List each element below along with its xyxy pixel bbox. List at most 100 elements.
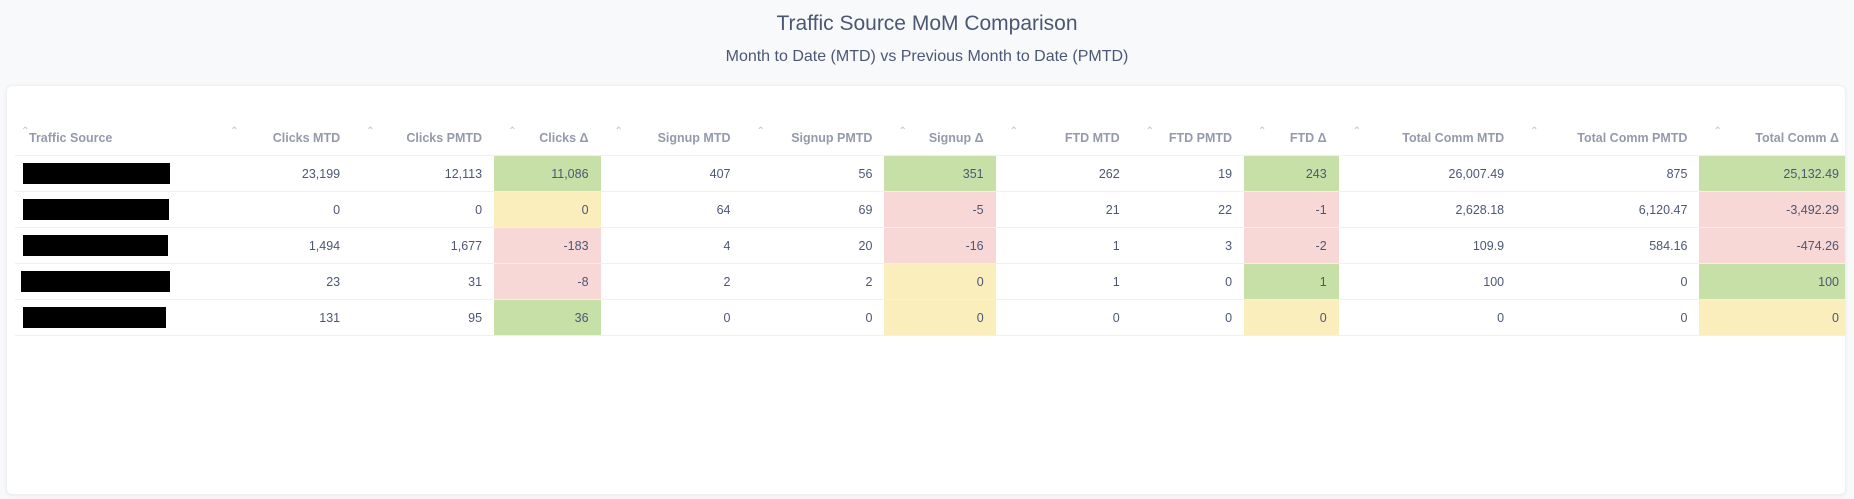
column-header-clicks-delta[interactable]: ⌃ Clicks Δ <box>494 120 601 156</box>
column-header-signup-delta[interactable]: ⌃ Signup Δ <box>884 120 996 156</box>
sort-arrow-icon: ⌃ <box>756 126 765 137</box>
column-header-label: Total Comm PMTD <box>1577 130 1688 145</box>
signup-mtd-cell: 2 <box>600 263 743 300</box>
total-comm-pmtd-cell: 875 <box>1516 155 1700 192</box>
column-header-total-comm-mtd[interactable]: ⌃ Total Comm MTD <box>1338 120 1517 156</box>
total-comm-mtd-cell: 0 <box>1338 299 1517 336</box>
clicks-pmtd-cell: 95 <box>352 299 495 336</box>
signup-mtd-cell: 0 <box>600 299 743 336</box>
total-comm-mtd-cell: 26,007.49 <box>1338 155 1517 192</box>
column-header-ftd-pmtd[interactable]: ⌃ FTD PMTD <box>1131 120 1245 156</box>
signup-pmtd-cell: 0 <box>742 299 885 336</box>
column-header-label: Signup PMTD <box>791 130 873 145</box>
ftd-mtd-cell: 1 <box>995 263 1132 300</box>
clicks-mtd-cell: 1,494 <box>216 227 353 264</box>
signup-pmtd-cell: 20 <box>742 227 885 264</box>
total-comm-pmtd-cell: 0 <box>1516 263 1700 300</box>
column-header-label: Clicks Δ <box>539 130 589 145</box>
sort-arrow-icon: ⌃ <box>230 126 239 137</box>
total-comm-delta-cell: -474.26 <box>1699 227 1845 264</box>
column-header-traffic-source[interactable]: ⌃ Traffic Source <box>15 120 217 156</box>
total-comm-pmtd-cell: 0 <box>1516 299 1700 336</box>
column-header-ftd-delta[interactable]: ⌃ FTD Δ <box>1244 120 1339 156</box>
column-header-clicks-mtd[interactable]: ⌃ Clicks MTD <box>216 120 353 156</box>
traffic-source-cell <box>15 155 217 192</box>
clicks-pmtd-cell: 0 <box>352 191 495 228</box>
column-header-clicks-pmtd[interactable]: ⌃ Clicks PMTD <box>352 120 495 156</box>
signup-delta-cell: -5 <box>884 191 996 228</box>
total-comm-delta-cell: 100 <box>1699 263 1845 300</box>
ftd-mtd-cell: 21 <box>995 191 1132 228</box>
sort-arrow-icon: ⌃ <box>1713 126 1722 137</box>
column-header-total-comm-pmtd[interactable]: ⌃ Total Comm PMTD <box>1516 120 1700 156</box>
clicks-mtd-cell: 0 <box>216 191 353 228</box>
signup-delta-cell: -16 <box>884 227 996 264</box>
redacted-traffic-source <box>23 235 168 256</box>
clicks-delta-cell: -183 <box>494 227 601 264</box>
ftd-pmtd-cell: 22 <box>1131 191 1245 228</box>
ftd-delta-cell: 243 <box>1244 155 1339 192</box>
column-header-label: Signup MTD <box>657 130 731 145</box>
dashboard-header: Traffic Source MoM Comparison Month to D… <box>0 0 1854 84</box>
column-header-signup-pmtd[interactable]: ⌃ Signup PMTD <box>742 120 885 156</box>
ftd-delta-cell: 0 <box>1244 299 1339 336</box>
column-header-label: Clicks MTD <box>272 130 341 145</box>
signup-delta-cell: 351 <box>884 155 996 192</box>
signup-mtd-cell: 4 <box>600 227 743 264</box>
ftd-delta-cell: -1 <box>1244 191 1339 228</box>
ftd-pmtd-cell: 0 <box>1131 263 1245 300</box>
sort-arrow-icon: ⌃ <box>508 126 517 137</box>
total-comm-mtd-cell: 2,628.18 <box>1338 191 1517 228</box>
sort-arrow-icon: ⌃ <box>1352 126 1362 137</box>
table-row: 131 95 36 0 0 0 0 0 0 0 0 0 <box>15 299 1845 336</box>
sort-arrow-icon: ⌃ <box>1258 126 1267 137</box>
column-header-label: Total Comm Δ <box>1755 130 1839 145</box>
column-header-label: Traffic Source <box>29 130 113 145</box>
redacted-traffic-source <box>23 163 170 184</box>
sort-arrow-icon: ⌃ <box>1145 126 1155 137</box>
table-card: ⌃ Traffic Source ⌃ Clicks MTD ⌃ Clicks PMTD… <box>6 85 1846 495</box>
column-header-label: Total Comm MTD <box>1402 130 1505 145</box>
column-header-ftd-mtd[interactable]: ⌃ FTD MTD <box>995 120 1132 156</box>
total-comm-mtd-cell: 109.9 <box>1338 227 1517 264</box>
ftd-pmtd-cell: 0 <box>1131 299 1245 336</box>
total-comm-pmtd-cell: 584.16 <box>1516 227 1700 264</box>
redacted-traffic-source <box>23 307 166 328</box>
clicks-pmtd-cell: 31 <box>352 263 495 300</box>
traffic-source-table: ⌃ Traffic Source ⌃ Clicks MTD ⌃ Clicks PMTD… <box>15 120 1845 336</box>
signup-pmtd-cell: 2 <box>742 263 885 300</box>
sort-arrow-icon: ⌃ <box>898 126 907 137</box>
signup-mtd-cell: 407 <box>600 155 743 192</box>
table-header-row: ⌃ Traffic Source ⌃ Clicks MTD ⌃ Clicks PMTD… <box>15 120 1845 156</box>
redacted-traffic-source <box>21 271 170 292</box>
signup-pmtd-cell: 56 <box>742 155 885 192</box>
sort-arrow-icon: ⌃ <box>1530 126 1539 137</box>
traffic-source-cell <box>15 263 217 300</box>
table-row: 23 31 -8 2 2 0 1 0 1 100 0 100 <box>15 263 1845 300</box>
column-header-signup-mtd[interactable]: ⌃ Signup MTD <box>600 120 743 156</box>
page-subtitle: Month to Date (MTD) vs Previous Month to… <box>725 48 1129 65</box>
sort-arrow-icon: ⌃ <box>614 126 623 137</box>
signup-delta-cell: 0 <box>884 263 996 300</box>
clicks-delta-cell: 11,086 <box>494 155 601 192</box>
column-header-label: FTD Δ <box>1289 130 1327 145</box>
ftd-delta-cell: -2 <box>1244 227 1339 264</box>
clicks-mtd-cell: 23 <box>216 263 353 300</box>
table-row: 23,199 12,113 11,086 407 56 351 262 19 2… <box>15 155 1845 192</box>
clicks-pmtd-cell: 1,677 <box>352 227 495 264</box>
ftd-mtd-cell: 0 <box>995 299 1132 336</box>
column-header-label: FTD MTD <box>1064 130 1120 145</box>
column-header-label: Clicks PMTD <box>406 130 483 145</box>
sort-arrow-icon: ⌃ <box>366 126 375 137</box>
ftd-pmtd-cell: 19 <box>1131 155 1245 192</box>
clicks-delta-cell: 0 <box>494 191 601 228</box>
ftd-pmtd-cell: 3 <box>1131 227 1245 264</box>
sort-arrow-icon: ⌃ <box>21 126 30 137</box>
traffic-source-cell <box>15 191 217 228</box>
column-header-label: Signup Δ <box>928 130 984 145</box>
traffic-source-cell <box>15 227 217 264</box>
column-header-total-comm-delta[interactable]: ⌃ Total Comm Δ <box>1699 120 1845 156</box>
total-comm-delta-cell: -3,492.29 <box>1699 191 1845 228</box>
page-title: Traffic Source MoM Comparison <box>776 12 1078 35</box>
ftd-mtd-cell: 262 <box>995 155 1132 192</box>
